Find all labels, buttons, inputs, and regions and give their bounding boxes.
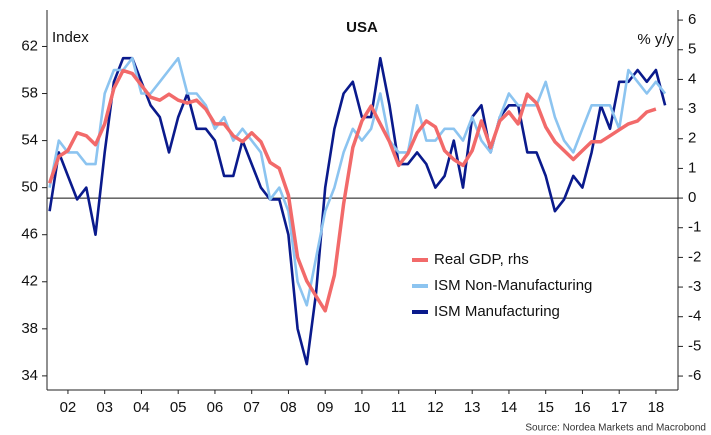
y-tick-label: 50: [21, 179, 38, 196]
y2-tick-label: -5: [688, 337, 701, 354]
y-tick-label: 34: [21, 367, 38, 384]
x-tick-label: 18: [648, 399, 665, 416]
x-tick-label: 07: [243, 399, 260, 416]
x-tick-label: 12: [427, 399, 444, 416]
x-tick-label: 15: [537, 399, 554, 416]
legend-label: ISM Manufacturing: [434, 303, 560, 320]
y2-tick-label: -3: [688, 278, 701, 295]
x-tick-label: 16: [574, 399, 591, 416]
x-tick-label: 03: [96, 399, 113, 416]
x-tick-label: 04: [133, 399, 150, 416]
x-tick-label: 05: [170, 399, 187, 416]
y2-tick-label: 6: [688, 11, 696, 28]
x-tick-label: 10: [354, 399, 371, 416]
y2-tick-label: 1: [688, 159, 696, 176]
y-tick-label: 42: [21, 273, 38, 290]
y2-tick-label: 3: [688, 100, 696, 117]
y2-tick-label: 4: [688, 70, 696, 87]
chart-title: USA: [346, 19, 378, 36]
source: Source: Nordea Markets and Macrobond: [525, 423, 706, 434]
y-axis-label: Index: [52, 29, 89, 46]
x-tick-label: 11: [391, 399, 407, 416]
x-tick-label: 14: [501, 399, 518, 416]
x-tick-label: 13: [464, 399, 481, 416]
y2-axis-label: % y/y: [637, 31, 674, 48]
y-tick-label: 54: [21, 132, 38, 149]
y2-tick-label: -2: [688, 248, 701, 265]
x-tick-label: 09: [317, 399, 334, 416]
y2-tick-label: -6: [688, 367, 701, 384]
y-tick-label: 58: [21, 84, 38, 101]
y2-tick-label: 0: [688, 189, 696, 206]
y-tick-label: 62: [21, 37, 38, 54]
x-tick-label: 02: [60, 399, 77, 416]
y-tick-label: 38: [21, 320, 38, 337]
y2-tick-label: -4: [688, 308, 701, 325]
x-tick-label: 17: [611, 399, 628, 416]
y2-tick-label: 2: [688, 130, 696, 147]
legend-label: ISM Non-Manufacturing: [434, 277, 592, 294]
x-tick-label: 08: [280, 399, 297, 416]
legend-label: Real GDP, rhs: [434, 251, 529, 268]
y-tick-label: 46: [21, 226, 38, 243]
series-line: [48, 56, 667, 366]
y2-tick-label: -1: [688, 219, 701, 236]
y2-tick-label: 5: [688, 41, 696, 58]
series-line: [47, 68, 657, 313]
x-tick-label: 06: [207, 399, 224, 416]
